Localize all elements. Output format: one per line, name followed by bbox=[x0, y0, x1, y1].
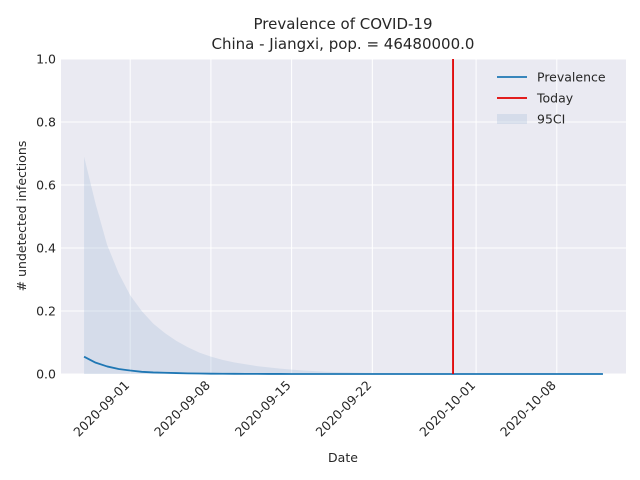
y-tick-label: 0.6 bbox=[36, 178, 56, 193]
y-axis-label: # undetected infections bbox=[14, 141, 29, 292]
ci-band-area bbox=[84, 156, 603, 374]
y-tick-label: 0.8 bbox=[36, 115, 56, 130]
y-tick-label: 0.4 bbox=[36, 241, 56, 256]
series-line-prevalence bbox=[83, 355, 603, 375]
grid-lines bbox=[61, 58, 626, 375]
legend-prevalence-label: Prevalence bbox=[537, 70, 606, 85]
chart-title: Prevalence of COVID-19 bbox=[253, 15, 432, 33]
x-axis-label: Date bbox=[328, 450, 358, 465]
y-tick-labels: 0.0 0.2 0.4 0.6 0.8 1.0 bbox=[36, 52, 56, 382]
legend: Prevalence Today 95CI bbox=[497, 70, 606, 127]
plot-area bbox=[61, 59, 626, 374]
y-tick-label: 1.0 bbox=[36, 52, 56, 67]
legend-today-label: Today bbox=[536, 91, 574, 106]
series-layer bbox=[83, 355, 603, 375]
chart-subtitle: China - Jiangxi, pop. = 46480000.0 bbox=[212, 35, 475, 53]
y-tick-label: 0.2 bbox=[36, 304, 56, 319]
y-tick-label: 0.0 bbox=[36, 367, 56, 382]
legend-ci-swatch bbox=[497, 114, 527, 124]
legend-ci-label: 95CI bbox=[537, 112, 565, 127]
ci-band-layer bbox=[84, 156, 603, 374]
